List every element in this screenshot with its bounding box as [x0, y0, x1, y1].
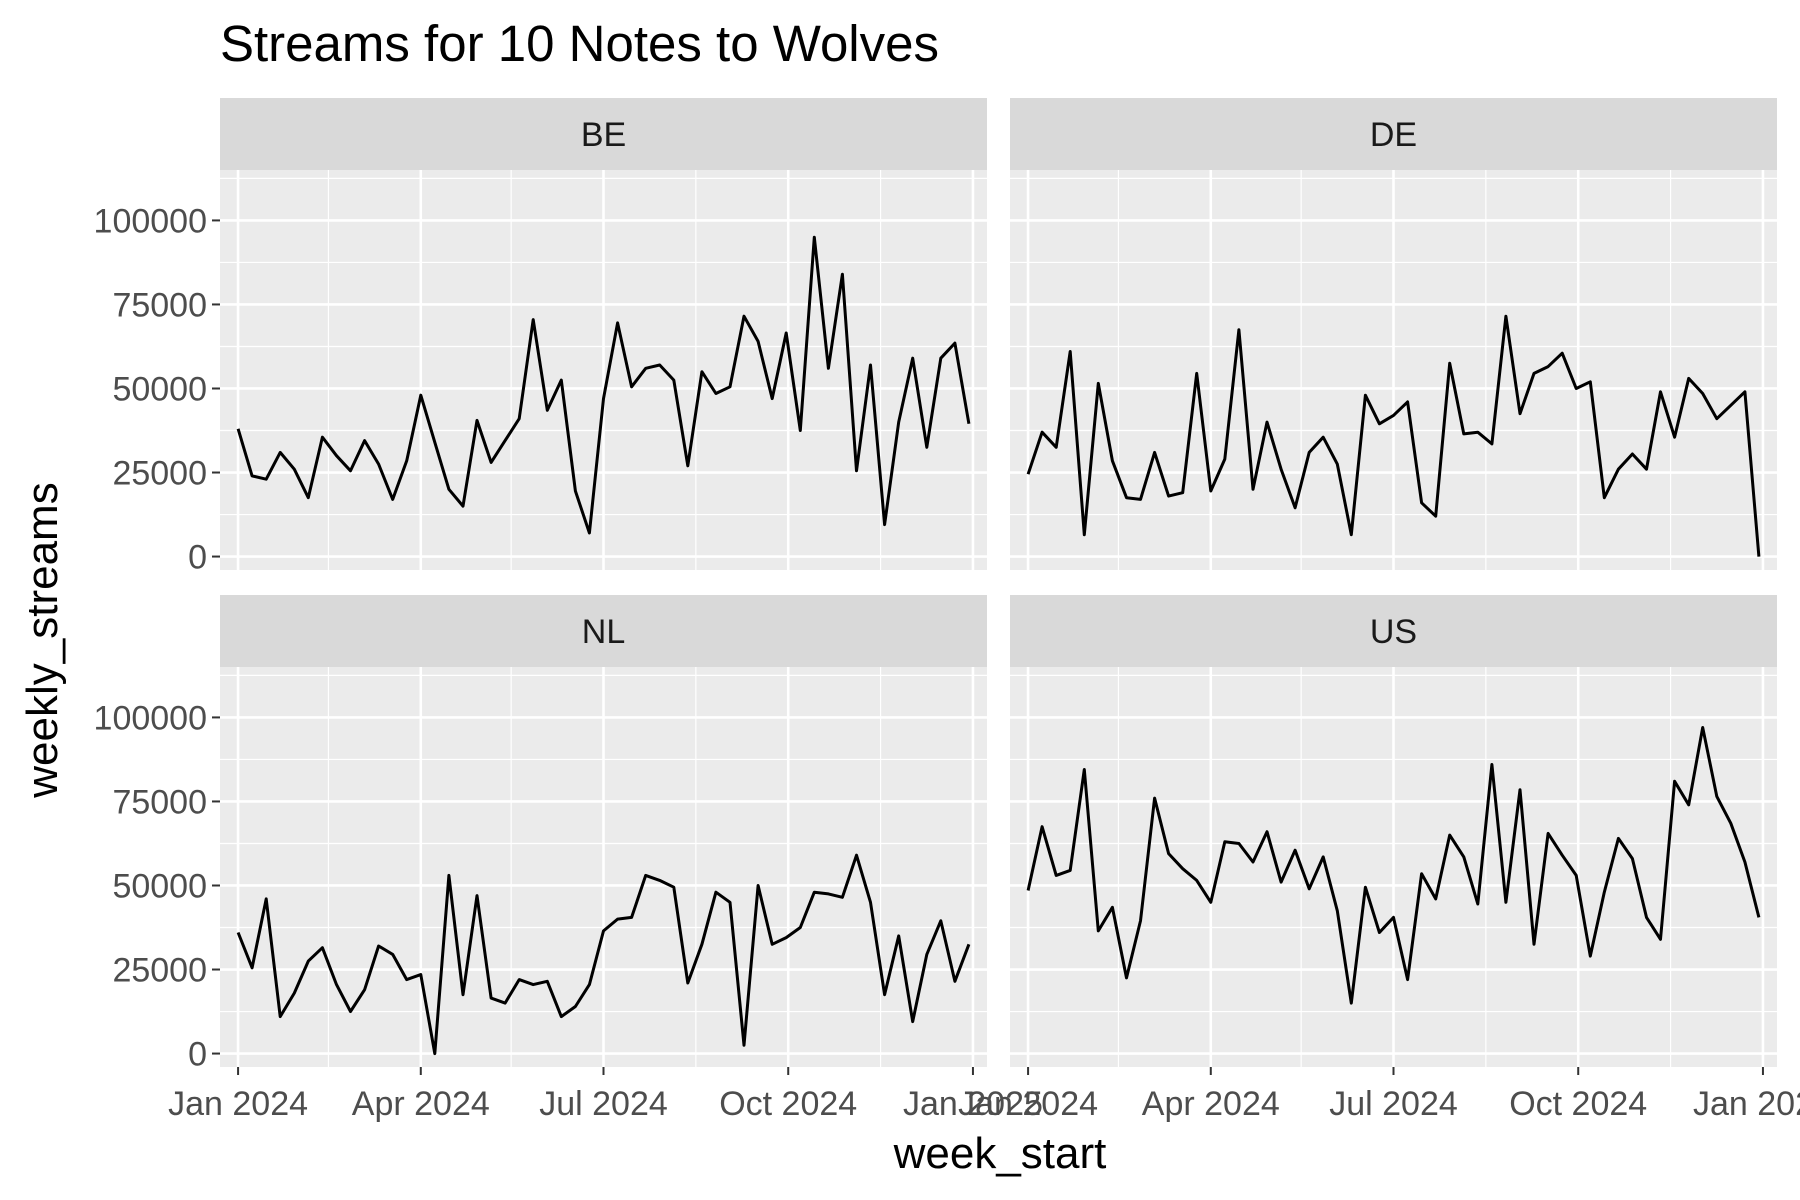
facet-panel-be: BE: [220, 98, 987, 570]
facet-strip: [1010, 595, 1777, 667]
y-tick-label: 0: [188, 1036, 207, 1074]
facet-panel-de: DE: [1010, 98, 1777, 570]
facet-strip: [1010, 98, 1777, 170]
y-tick-label: 50000: [112, 867, 207, 905]
series-line-nl: [236, 853, 971, 1056]
facet-strip-label: NL: [582, 613, 625, 651]
chart-title: Streams for 10 Notes to Wolves: [220, 15, 939, 72]
y-tick-label: 50000: [112, 370, 207, 408]
y-tick-label: 0: [188, 539, 207, 577]
facet-panel-us: US: [1010, 595, 1777, 1067]
x-tick-label: Jul 2024: [539, 1085, 668, 1123]
series-line-de: [1026, 314, 1761, 557]
facet-strip-label: US: [1370, 613, 1417, 651]
y-tick-label: 100000: [94, 202, 207, 240]
y-axis: 0 25000 50000 75000 100000 0 25000 50000 75000 10…: [94, 202, 220, 1074]
y-tick-label: 25000: [112, 952, 207, 990]
series-line-be: [236, 235, 971, 535]
y-tick-label: 100000: [94, 699, 207, 737]
x-axis: Jan 2024 Apr 2024 Jul 2024 Oct 2024 Jan 2025…: [168, 1067, 1800, 1123]
facet-strip-label: DE: [1370, 116, 1417, 154]
x-tick-label: Jul 2024: [1329, 1085, 1458, 1123]
y-tick-label: 75000: [112, 783, 207, 821]
x-tick-label: Apr 2024: [1142, 1085, 1280, 1123]
y-axis-title: weekly_streams: [18, 482, 67, 798]
x-tick-label: Jan 2024: [958, 1085, 1098, 1123]
y-tick-label: 75000: [112, 286, 207, 324]
x-tick-label: Jan 2024: [168, 1085, 308, 1123]
panels-layer: BE DE NL US: [220, 98, 1777, 1067]
facet-panel-nl: NL: [220, 595, 987, 1067]
facet-strip: [220, 595, 987, 667]
x-tick-label: Jan 2025: [903, 1085, 1043, 1123]
x-tick-label: Apr 2024: [352, 1085, 490, 1123]
x-tick-label: Oct 2024: [719, 1085, 857, 1123]
x-tick-label: Jan 2025: [1693, 1085, 1800, 1123]
x-tick-label: Oct 2024: [1509, 1085, 1647, 1123]
facet-strip-label: BE: [581, 116, 626, 154]
x-axis-title: week_start: [893, 1129, 1107, 1178]
series-line-us: [1026, 726, 1761, 1005]
y-tick-label: 25000: [112, 455, 207, 493]
facet-strip: [220, 98, 987, 170]
